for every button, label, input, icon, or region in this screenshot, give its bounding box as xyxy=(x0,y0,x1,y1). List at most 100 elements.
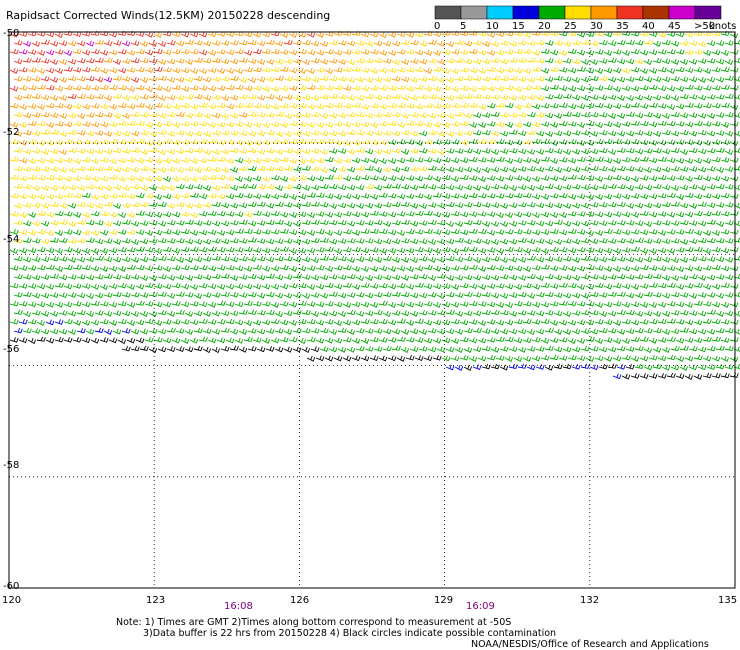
wind-barb xyxy=(427,291,437,298)
wind-barb xyxy=(445,309,455,315)
wind-barb xyxy=(580,130,590,136)
wind-barb xyxy=(373,166,383,174)
wind-barb xyxy=(144,103,154,110)
wind-barb xyxy=(306,229,316,236)
wind-barb xyxy=(189,67,199,75)
wind-barb xyxy=(432,211,442,218)
wind-barb xyxy=(148,147,158,153)
wind-barb xyxy=(283,328,293,335)
wind-barb xyxy=(90,247,100,254)
wind-barb xyxy=(526,111,536,118)
wind-barb xyxy=(405,193,415,200)
wind-barb xyxy=(526,165,536,172)
wind-barb xyxy=(229,328,239,335)
wind-barb xyxy=(634,58,644,65)
wind-barb xyxy=(373,202,383,209)
wind-barb xyxy=(85,310,95,318)
wind-barb xyxy=(693,265,703,272)
wind-barb xyxy=(283,94,293,100)
wind-barb xyxy=(702,121,712,127)
wind-barb xyxy=(400,184,410,190)
wind-barb xyxy=(337,58,347,65)
wind-barb xyxy=(661,112,671,120)
wind-barb xyxy=(364,93,374,100)
wind-barb xyxy=(634,202,644,209)
wind-barb xyxy=(58,112,68,119)
wind-barb xyxy=(391,58,401,66)
wind-barb xyxy=(598,130,608,136)
wind-barb xyxy=(517,166,527,172)
wind-barb xyxy=(162,85,172,93)
wind-barb xyxy=(297,102,307,109)
wind-barb xyxy=(702,265,712,271)
wind-barb xyxy=(733,76,740,82)
wind-barb xyxy=(625,292,635,299)
wind-barb xyxy=(495,193,505,199)
wind-barb xyxy=(99,265,109,272)
wind-barb xyxy=(139,220,149,226)
wind-barb xyxy=(202,148,212,156)
wind-barb xyxy=(423,85,433,92)
wind-barb xyxy=(63,157,73,163)
wind-barb xyxy=(711,336,721,342)
wind-barb xyxy=(733,130,740,137)
wind-barb xyxy=(450,85,460,93)
wind-barb xyxy=(571,76,581,84)
wind-barb xyxy=(148,256,158,262)
wind-barb xyxy=(693,246,703,252)
wind-barb xyxy=(571,346,581,353)
lat-label: -56 xyxy=(3,344,19,355)
wind-barb xyxy=(324,138,334,144)
wind-barb xyxy=(76,256,86,263)
wind-barb xyxy=(360,337,370,344)
wind-barb xyxy=(454,111,464,117)
wind-barb xyxy=(657,193,667,199)
wind-barb xyxy=(454,57,464,64)
wind-barb xyxy=(256,255,266,262)
wind-barb xyxy=(589,184,599,191)
wind-barb xyxy=(315,103,325,110)
wind-barb xyxy=(594,49,604,55)
wind-barb xyxy=(540,229,550,235)
wind-barb xyxy=(400,291,410,298)
wind-barb xyxy=(459,264,469,271)
wind-barb xyxy=(135,175,145,182)
wind-barb xyxy=(247,201,257,208)
wind-barb xyxy=(328,291,338,297)
wind-barb xyxy=(166,346,176,352)
wind-barb xyxy=(400,58,410,65)
wind-barb xyxy=(396,102,406,109)
wind-barb xyxy=(594,193,604,200)
wind-barb xyxy=(666,265,676,271)
wind-barb xyxy=(697,346,707,353)
wind-barb xyxy=(400,274,410,281)
wind-barb xyxy=(544,327,554,333)
wind-barb xyxy=(711,229,721,237)
wind-barb xyxy=(306,318,316,325)
wind-barb xyxy=(648,318,658,325)
wind-barb xyxy=(382,328,392,335)
wind-barb xyxy=(504,175,514,181)
wind-barb xyxy=(441,121,451,128)
wind-barb xyxy=(319,93,329,100)
wind-barb xyxy=(216,300,226,306)
wind-barb xyxy=(468,67,478,74)
wind-barb xyxy=(499,274,509,280)
wind-barb xyxy=(283,274,293,280)
wind-barb xyxy=(724,130,734,137)
wind-barb xyxy=(126,103,136,110)
wind-barb xyxy=(225,265,235,271)
wind-barb xyxy=(711,264,721,271)
wind-barb xyxy=(117,246,127,253)
wind-barb xyxy=(409,40,419,46)
wind-barb xyxy=(319,327,329,334)
wind-barb xyxy=(112,310,122,316)
wind-barb xyxy=(337,310,347,318)
wind-barb xyxy=(364,76,374,83)
wind-barb xyxy=(733,328,740,335)
wind-barb xyxy=(400,328,410,335)
wind-barb xyxy=(634,130,644,136)
wind-barb xyxy=(54,319,64,325)
wind-barb xyxy=(265,112,275,118)
wind-barb xyxy=(612,319,622,326)
